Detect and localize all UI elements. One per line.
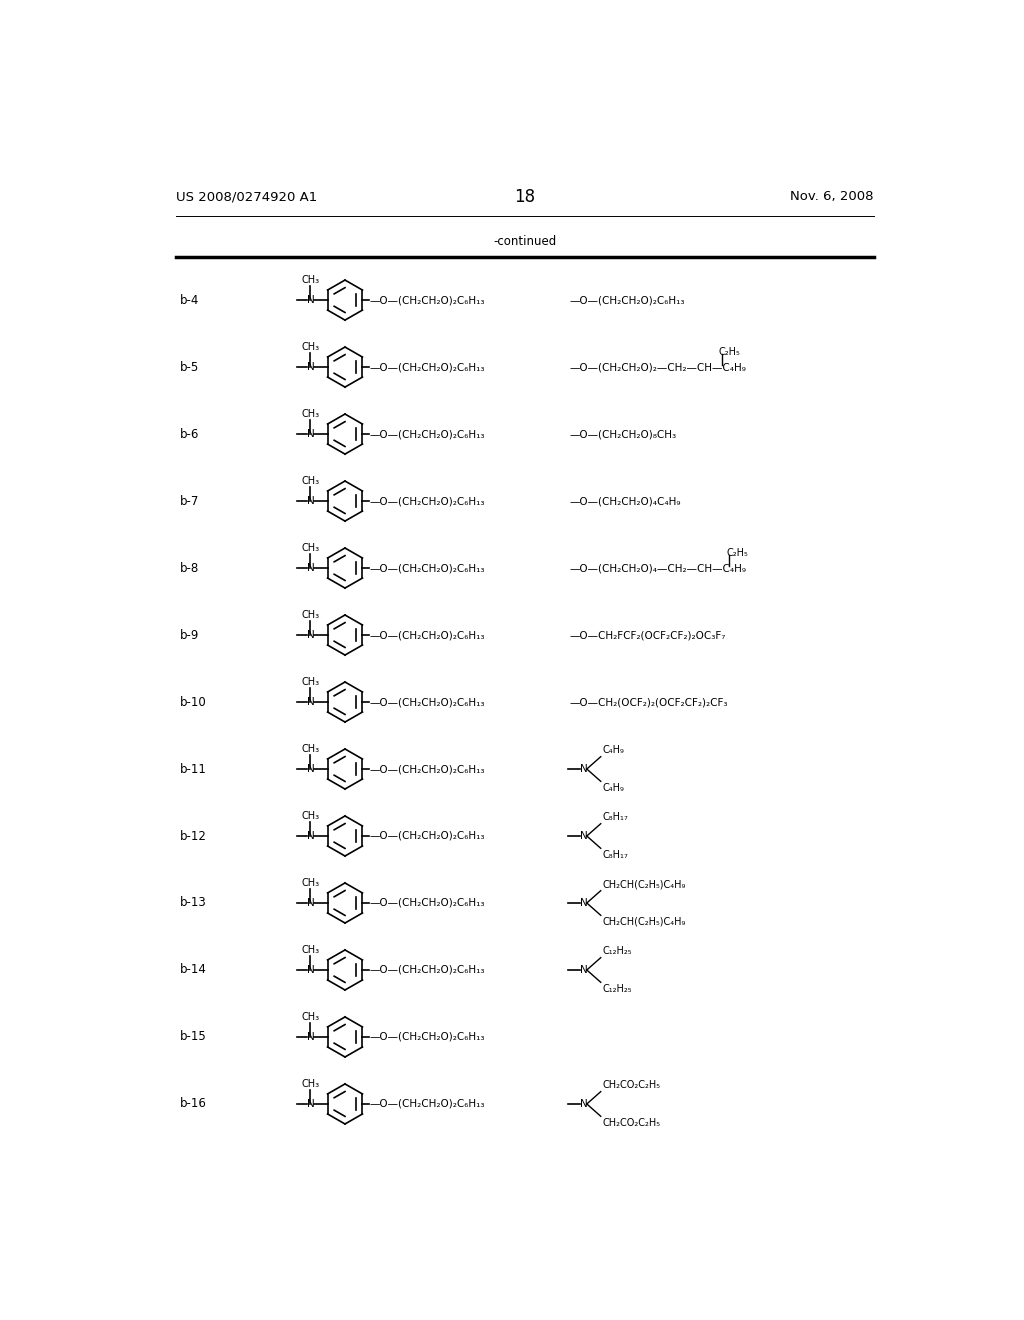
Text: —O—(CH₂CH₂O)₂C₆H₁₃: —O—(CH₂CH₂O)₂C₆H₁₃ — [370, 764, 485, 774]
Text: —O—(CH₂CH₂O)₂C₆H₁₃: —O—(CH₂CH₂O)₂C₆H₁₃ — [370, 832, 485, 841]
Text: CH₃: CH₃ — [301, 1078, 319, 1089]
Text: b-8: b-8 — [180, 561, 200, 574]
Text: —O—(CH₂CH₂O)₂C₆H₁₃: —O—(CH₂CH₂O)₂C₆H₁₃ — [569, 296, 685, 305]
Text: —O—(CH₂CH₂O)₄—CH₂—CH—C₄H₉: —O—(CH₂CH₂O)₄—CH₂—CH—C₄H₉ — [569, 564, 746, 573]
Text: CH₃: CH₃ — [301, 275, 319, 285]
Text: N: N — [306, 898, 314, 908]
Text: —O—(CH₂CH₂O)₂C₆H₁₃: —O—(CH₂CH₂O)₂C₆H₁₃ — [370, 697, 485, 708]
Text: CH₂CH(C₂H₅)C₄H₉: CH₂CH(C₂H₅)C₄H₉ — [602, 879, 686, 890]
Text: CH₃: CH₃ — [301, 409, 319, 418]
Text: CH₂CH(C₂H₅)C₄H₉: CH₂CH(C₂H₅)C₄H₉ — [602, 917, 686, 927]
Text: C₄H₉: C₄H₉ — [602, 746, 625, 755]
Text: b-5: b-5 — [180, 360, 200, 374]
Text: b-4: b-4 — [180, 293, 200, 306]
Text: —O—(CH₂CH₂O)₂C₆H₁₃: —O—(CH₂CH₂O)₂C₆H₁₃ — [370, 965, 485, 975]
Text: CH₂CO₂C₂H₅: CH₂CO₂C₂H₅ — [602, 1080, 660, 1090]
Text: —O—CH₂FCF₂(OCF₂CF₂)₂OC₃F₇: —O—CH₂FCF₂(OCF₂CF₂)₂OC₃F₇ — [569, 630, 726, 640]
Text: —O—(CH₂CH₂O)₂—CH₂—CH—C₄H₉: —O—(CH₂CH₂O)₂—CH₂—CH—C₄H₉ — [569, 362, 746, 372]
Text: C₈H₁₇: C₈H₁₇ — [602, 812, 628, 822]
Text: —O—(CH₂CH₂O)₂C₆H₁₃: —O—(CH₂CH₂O)₂C₆H₁₃ — [370, 1100, 485, 1109]
Text: CH₃: CH₃ — [301, 610, 319, 619]
Text: N: N — [306, 1100, 314, 1109]
Text: —O—(CH₂CH₂O)₂C₆H₁₃: —O—(CH₂CH₂O)₂C₆H₁₃ — [370, 496, 485, 506]
Text: —O—(CH₂CH₂O)₂C₆H₁₃: —O—(CH₂CH₂O)₂C₆H₁₃ — [370, 362, 485, 372]
Text: N: N — [306, 496, 314, 506]
Text: b-6: b-6 — [180, 428, 200, 441]
Text: —O—(CH₂CH₂O)₂C₆H₁₃: —O—(CH₂CH₂O)₂C₆H₁₃ — [370, 630, 485, 640]
Text: N: N — [306, 764, 314, 774]
Text: b-16: b-16 — [180, 1097, 207, 1110]
Text: N: N — [306, 832, 314, 841]
Text: —O—(CH₂CH₂O)₂C₆H₁₃: —O—(CH₂CH₂O)₂C₆H₁₃ — [370, 898, 485, 908]
Text: 18: 18 — [514, 187, 536, 206]
Text: US 2008/0274920 A1: US 2008/0274920 A1 — [176, 190, 317, 203]
Text: CH₃: CH₃ — [301, 945, 319, 954]
Text: N: N — [306, 630, 314, 640]
Text: N: N — [580, 832, 588, 841]
Text: Nov. 6, 2008: Nov. 6, 2008 — [791, 190, 873, 203]
Text: N: N — [306, 697, 314, 708]
Text: —O—CH₂(OCF₂)₂(OCF₂CF₂)₂CF₃: —O—CH₂(OCF₂)₂(OCF₂CF₂)₂CF₃ — [569, 697, 728, 708]
Text: CH₃: CH₃ — [301, 810, 319, 821]
Text: N: N — [306, 296, 314, 305]
Text: N: N — [580, 1100, 588, 1109]
Text: —O—(CH₂CH₂O)₂C₆H₁₃: —O—(CH₂CH₂O)₂C₆H₁₃ — [370, 296, 485, 305]
Text: b-11: b-11 — [180, 763, 207, 776]
Text: N: N — [580, 764, 588, 774]
Text: CH₃: CH₃ — [301, 475, 319, 486]
Text: N: N — [580, 898, 588, 908]
Text: b-12: b-12 — [180, 829, 207, 842]
Text: CH₃: CH₃ — [301, 743, 319, 754]
Text: C₂H₅: C₂H₅ — [726, 548, 749, 557]
Text: —O—(CH₂CH₂O)₄C₄H₉: —O—(CH₂CH₂O)₄C₄H₉ — [569, 496, 681, 506]
Text: b-13: b-13 — [180, 896, 207, 909]
Text: CH₃: CH₃ — [301, 878, 319, 887]
Text: b-15: b-15 — [180, 1031, 207, 1044]
Text: N: N — [306, 564, 314, 573]
Text: b-7: b-7 — [180, 495, 200, 508]
Text: CH₃: CH₃ — [301, 677, 319, 686]
Text: —O—(CH₂CH₂O)₂C₆H₁₃: —O—(CH₂CH₂O)₂C₆H₁₃ — [370, 429, 485, 440]
Text: b-9: b-9 — [180, 628, 200, 642]
Text: N: N — [306, 965, 314, 975]
Text: b-14: b-14 — [180, 964, 207, 977]
Text: CH₃: CH₃ — [301, 1011, 319, 1022]
Text: b-10: b-10 — [180, 696, 207, 709]
Text: —O—(CH₂CH₂O)₂C₆H₁₃: —O—(CH₂CH₂O)₂C₆H₁₃ — [370, 564, 485, 573]
Text: N: N — [306, 429, 314, 440]
Text: N: N — [580, 965, 588, 975]
Text: C₂H₅: C₂H₅ — [719, 347, 740, 356]
Text: -continued: -continued — [494, 235, 556, 248]
Text: CH₃: CH₃ — [301, 543, 319, 553]
Text: C₁₂H₂₅: C₁₂H₂₅ — [602, 983, 632, 994]
Text: CH₂CO₂C₂H₅: CH₂CO₂C₂H₅ — [602, 1118, 660, 1127]
Text: C₄H₉: C₄H₉ — [602, 783, 625, 793]
Text: —O—(CH₂CH₂O)₈CH₃: —O—(CH₂CH₂O)₈CH₃ — [569, 429, 677, 440]
Text: CH₃: CH₃ — [301, 342, 319, 351]
Text: C₈H₁₇: C₈H₁₇ — [602, 850, 628, 859]
Text: N: N — [306, 1032, 314, 1041]
Text: N: N — [306, 362, 314, 372]
Text: —O—(CH₂CH₂O)₂C₆H₁₃: —O—(CH₂CH₂O)₂C₆H₁₃ — [370, 1032, 485, 1041]
Text: C₁₂H₂₅: C₁₂H₂₅ — [602, 946, 632, 956]
